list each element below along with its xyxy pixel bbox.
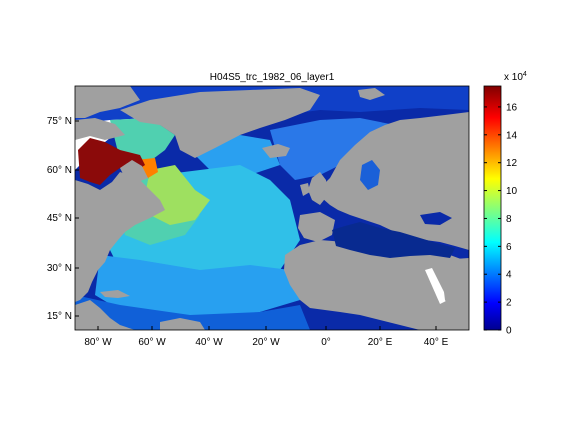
land-labrador bbox=[120, 160, 148, 182]
ocean-field-baltic bbox=[360, 160, 380, 190]
lon-tick-label: 40° W bbox=[195, 337, 223, 348]
colorbar-ticks: 0 2 4 6 8 10 12 14 16 bbox=[484, 102, 518, 337]
colorbar-tick-label: 0 bbox=[506, 326, 512, 337]
colorbar-tick-label: 12 bbox=[506, 158, 518, 169]
lat-axis: 75° N 60° N 45° N 30° N 15° N bbox=[47, 116, 79, 322]
lon-tick-label: 40° E bbox=[424, 337, 449, 348]
land-arabia bbox=[440, 258, 469, 320]
ocean-field-mediterranean bbox=[332, 222, 455, 258]
land-ireland bbox=[300, 183, 310, 196]
land-iberia bbox=[298, 212, 335, 242]
lon-tick-label: 20° W bbox=[252, 337, 280, 348]
lat-tick-label: 60° N bbox=[47, 165, 72, 176]
lon-tick-label: 20° E bbox=[368, 337, 393, 348]
map-title: H04S5_trc_1982_06_layer1 bbox=[210, 72, 335, 83]
colorbar-gradient bbox=[484, 86, 501, 330]
land-north-america bbox=[75, 172, 165, 302]
no-data-red-sea bbox=[425, 268, 448, 304]
ocean-field-south bbox=[75, 295, 310, 330]
colorbar-tick-label: 6 bbox=[506, 242, 512, 253]
land-baffin bbox=[75, 118, 125, 140]
colorbar: x 104 0 2 4 6 8 10 12 14 16 bbox=[483, 71, 527, 337]
land-arctic-islands bbox=[75, 86, 140, 118]
ocean-field-norwegian bbox=[270, 118, 395, 180]
colorbar-tick-label: 14 bbox=[506, 130, 518, 141]
map-plot bbox=[75, 86, 469, 330]
land-greenland bbox=[120, 88, 320, 158]
colorbar-tick-label: 4 bbox=[506, 270, 512, 281]
lat-tick-label: 15° N bbox=[47, 311, 72, 322]
ocean-field-tropical bbox=[95, 255, 300, 318]
map-frame bbox=[74, 85, 470, 331]
colorbar-tick-label: 10 bbox=[506, 186, 518, 197]
colorbar-tick-label: 8 bbox=[506, 214, 512, 225]
colorbar-exponent-label: x 104 bbox=[504, 71, 527, 83]
lat-tick-label: 30° N bbox=[47, 263, 72, 274]
colorbar-tick-label: 2 bbox=[506, 298, 512, 309]
colorbar-frame bbox=[483, 85, 502, 331]
ocean-field-black-sea bbox=[420, 212, 452, 225]
lon-tick-label: 80° W bbox=[84, 337, 112, 348]
lat-tick-label: 75° N bbox=[47, 116, 72, 127]
land-iceland bbox=[262, 144, 290, 158]
land-africa bbox=[284, 240, 469, 330]
lat-tick-label: 45° N bbox=[47, 213, 72, 224]
land-south-america bbox=[160, 318, 205, 330]
land-central-america bbox=[75, 300, 135, 330]
land-svalbard bbox=[358, 88, 385, 100]
lon-tick-label: 0° bbox=[321, 337, 331, 348]
lon-tick-label: 60° W bbox=[138, 337, 166, 348]
hudson-bay-high-values bbox=[78, 138, 145, 185]
land-british-isles bbox=[308, 172, 328, 205]
land-cuba bbox=[100, 290, 130, 298]
lon-axis: 80° W 60° W 40° W 20° W 0° 20° E 40° E bbox=[84, 326, 449, 348]
colorbar-tick-label: 16 bbox=[506, 102, 518, 113]
